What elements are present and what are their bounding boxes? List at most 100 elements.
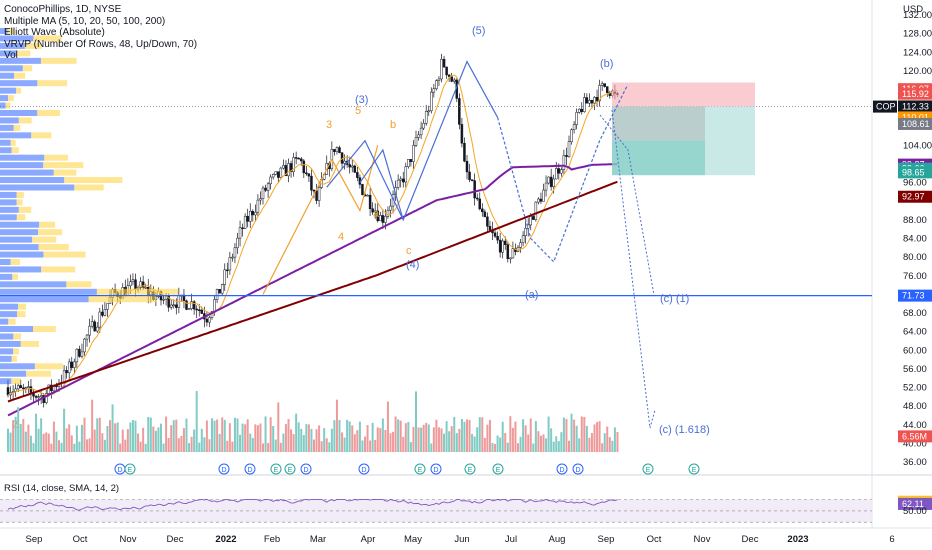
indicator-ma[interactable]: Multiple MA (5, 10, 20, 50, 100, 200) bbox=[4, 15, 166, 27]
candle-body bbox=[169, 304, 173, 308]
candle-body bbox=[98, 311, 102, 328]
profile-bar-down bbox=[32, 236, 57, 243]
y-tick-label: 128.00 bbox=[903, 29, 932, 40]
volume-bar bbox=[167, 437, 170, 452]
candle-body bbox=[465, 160, 469, 173]
event-badge: D bbox=[218, 463, 230, 475]
volume-bar bbox=[430, 443, 433, 452]
candle-body bbox=[292, 157, 295, 172]
profile-bar-down bbox=[33, 35, 62, 42]
wave-label: b bbox=[390, 119, 396, 131]
volume-bar bbox=[246, 419, 249, 452]
candle-body bbox=[78, 348, 81, 357]
volume-bar bbox=[147, 416, 150, 452]
volume-bar bbox=[392, 431, 395, 452]
candle-body bbox=[139, 281, 142, 288]
profile-bar-up bbox=[0, 281, 67, 288]
x-tick-label: 6 bbox=[889, 534, 894, 545]
volume-bar bbox=[58, 440, 60, 452]
candle-body bbox=[356, 172, 359, 178]
x-tick-label: Oct bbox=[73, 534, 88, 545]
volume-bar bbox=[343, 437, 346, 452]
volume-bar bbox=[504, 432, 507, 452]
badge-letter: D bbox=[303, 467, 308, 474]
profile-bar-up bbox=[0, 72, 15, 79]
x-tick-label: Jun bbox=[454, 534, 469, 545]
volume-bar bbox=[341, 432, 344, 452]
volume-bar bbox=[7, 428, 9, 452]
volume-bar bbox=[486, 424, 489, 452]
volume-bar bbox=[236, 418, 239, 452]
volume-bar bbox=[70, 435, 73, 452]
volume-bar bbox=[325, 438, 328, 452]
volume-bar bbox=[279, 442, 282, 452]
volume-bar bbox=[471, 434, 474, 452]
volume-bar bbox=[463, 421, 466, 452]
volume-bar bbox=[568, 440, 570, 452]
candle-body bbox=[583, 97, 586, 112]
candle-body bbox=[544, 182, 548, 191]
ma-short-line bbox=[7, 74, 618, 396]
candle-body bbox=[534, 201, 538, 220]
volume-bar bbox=[616, 432, 619, 452]
candle-body bbox=[435, 80, 438, 89]
price-tag-bg bbox=[898, 166, 932, 179]
profile-bar-down bbox=[16, 191, 24, 198]
volume-bar bbox=[458, 428, 461, 452]
badge-letter: E bbox=[496, 467, 501, 474]
event-badge: D bbox=[300, 463, 312, 475]
volume-bar bbox=[524, 425, 527, 452]
profile-bar-down bbox=[39, 221, 56, 228]
rsi-legend[interactable]: RSI (14, close, SMA, 14, 2) bbox=[4, 483, 120, 494]
candle-body bbox=[549, 176, 553, 187]
candle-body bbox=[310, 175, 313, 191]
volume-bar bbox=[611, 440, 614, 452]
candle-body bbox=[414, 137, 418, 146]
price-tag-label: 98.65 bbox=[902, 167, 925, 177]
chip-label: COP bbox=[876, 102, 896, 112]
candle-body bbox=[62, 370, 66, 383]
y-tick-label: 88.00 bbox=[903, 215, 927, 226]
candles-group bbox=[6, 53, 619, 408]
volume-bar bbox=[162, 443, 165, 452]
indicator-elliott[interactable]: Elliott Wave (Absolute) bbox=[4, 27, 105, 38]
target-zone bbox=[612, 106, 755, 176]
volume-bar bbox=[537, 431, 540, 452]
volume-bar bbox=[573, 419, 576, 452]
candle-body bbox=[330, 149, 334, 170]
candle-body bbox=[511, 248, 515, 259]
trade-range-grey bbox=[612, 106, 705, 141]
volume-bar bbox=[106, 426, 109, 452]
candle-body bbox=[93, 321, 96, 332]
x-tick-label: Sep bbox=[26, 534, 43, 545]
volume-group bbox=[7, 391, 619, 452]
volume-bar bbox=[606, 426, 609, 452]
volume-bar bbox=[517, 443, 519, 452]
volume-bar bbox=[121, 429, 124, 452]
candle-body bbox=[552, 178, 555, 187]
candle-body bbox=[348, 164, 351, 168]
wave-blue-main bbox=[326, 60, 499, 222]
candle-body bbox=[575, 112, 578, 125]
indicator-vrvp[interactable]: VRVP (Number Of Rows, 48, Up/Down, 70) bbox=[4, 38, 198, 50]
candle-body bbox=[106, 303, 109, 310]
candle-body bbox=[437, 78, 441, 81]
candle-body bbox=[256, 199, 260, 213]
indicator-vol[interactable]: Vol bbox=[4, 50, 18, 61]
volume-bar bbox=[598, 421, 601, 452]
volume-bar bbox=[394, 416, 397, 452]
symbol-title[interactable]: ConocoPhillips, 1D, NYSE bbox=[4, 4, 122, 15]
x-tick-label: Aug bbox=[549, 534, 566, 545]
candle-body bbox=[315, 190, 318, 201]
volume-bar bbox=[154, 430, 157, 452]
volume-bar bbox=[437, 427, 440, 452]
candle-body bbox=[585, 97, 589, 104]
price-tag: 115.92 bbox=[898, 88, 932, 101]
y-tick-label: 52.00 bbox=[903, 383, 927, 394]
candle-body bbox=[172, 304, 175, 307]
volume-bar bbox=[287, 419, 290, 452]
volume-bar bbox=[75, 425, 78, 452]
candle-body bbox=[606, 86, 609, 93]
